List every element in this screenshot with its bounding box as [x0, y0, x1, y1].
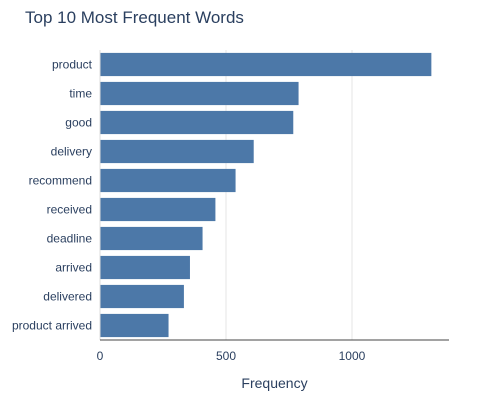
x-tick-label-0: 0 [97, 349, 104, 363]
bar-8 [100, 284, 184, 309]
category-label-8: delivered [43, 290, 92, 304]
category-label-7: arrived [55, 261, 92, 275]
bar-0 [100, 52, 432, 77]
bar-5 [100, 197, 216, 222]
category-label-1: time [69, 87, 92, 101]
bars [100, 52, 432, 338]
category-label-0: product [52, 58, 93, 72]
bar-7 [100, 255, 190, 280]
category-label-4: recommend [29, 174, 92, 188]
category-label-2: good [65, 116, 92, 130]
category-label-6: deadline [47, 232, 93, 246]
category-label-3: delivery [51, 145, 92, 159]
x-tick-label-1: 500 [216, 349, 236, 363]
y-category-labels: product time good delivery recommend received… [12, 58, 93, 333]
bar-3 [100, 139, 254, 164]
category-label-5: received [47, 203, 92, 217]
bar-4 [100, 168, 236, 193]
bar-2 [100, 110, 294, 135]
bar-9 [100, 313, 169, 338]
chart-title: Top 10 Most Frequent Words [25, 8, 244, 27]
x-axis-title: Frequency [241, 375, 307, 391]
x-tick-label-2: 1000 [339, 349, 366, 363]
category-label-9: product arrived [12, 319, 92, 333]
bar-6 [100, 226, 203, 251]
axes [99, 50, 449, 341]
x-tick-labels: 0 500 1000 [97, 349, 366, 363]
bar-1 [100, 81, 299, 106]
